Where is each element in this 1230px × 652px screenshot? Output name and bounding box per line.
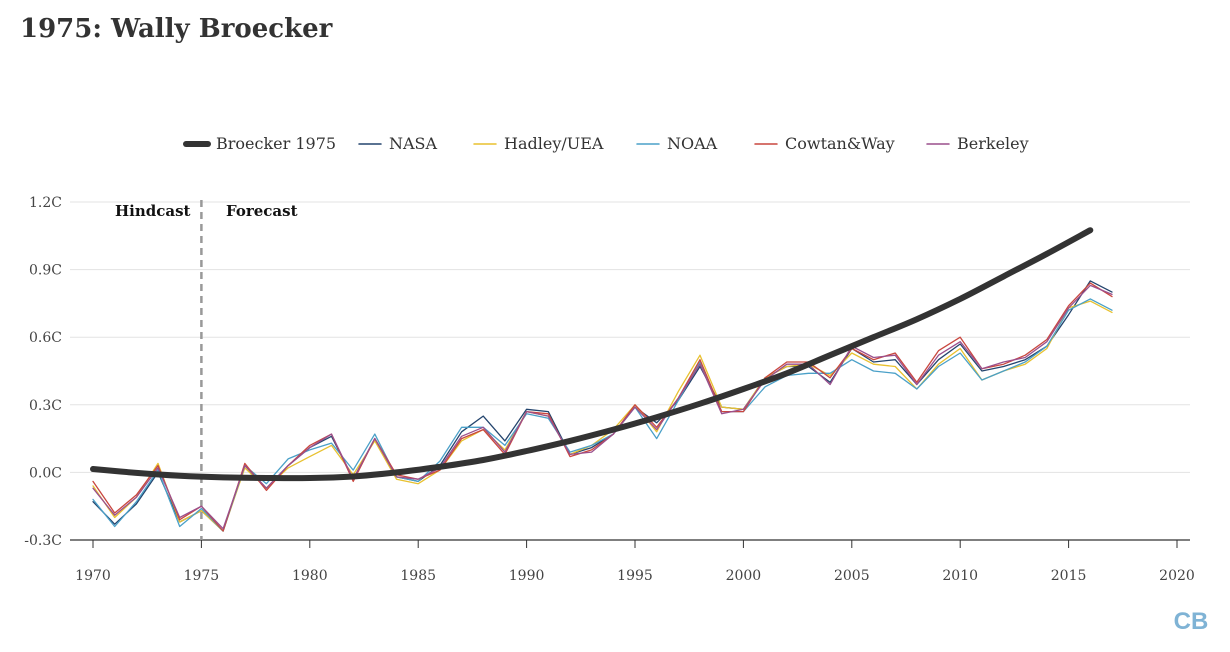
legend-label: Broecker 1975 xyxy=(216,134,336,153)
chart-title: 1975: Wally Broecker xyxy=(20,14,333,44)
x-tick-label: 2005 xyxy=(834,568,870,584)
hindcast-label: Hindcast xyxy=(115,202,191,220)
grid-lines xyxy=(70,201,1190,473)
legend-item: Hadley/UEA xyxy=(473,134,604,153)
x-tick-label: 2020 xyxy=(1159,568,1195,584)
y-tick-label: 0.9C xyxy=(29,263,62,279)
x-tick-label: 1980 xyxy=(292,568,328,584)
forecast-label: Forecast xyxy=(226,202,298,220)
series-line-broecker-1975 xyxy=(90,227,1094,482)
series-line-hadley-uea xyxy=(92,300,1113,532)
axes: -0.3C 0.0C 0.3C 0.6C 0.9C 1.2C 1970 1975 1980 198… xyxy=(24,195,1195,584)
y-tick-label: -0.3C xyxy=(24,533,62,549)
legend-item: Berkeley xyxy=(926,134,1029,153)
x-tick-label: 2010 xyxy=(942,568,978,584)
y-tick-label: 0.0C xyxy=(29,465,62,481)
legend: Broecker 1975 NASA Hadley/UEA NOAA Cowtan&Wa… xyxy=(183,134,1029,153)
legend-item: Cowtan&Way xyxy=(754,134,895,153)
series-line-cowtan-way xyxy=(92,282,1113,532)
legend-label: Cowtan&Way xyxy=(785,134,895,153)
y-tick-label: 0.6C xyxy=(29,330,62,346)
series-line-noaa xyxy=(92,298,1113,532)
series-lines xyxy=(90,227,1113,532)
legend-item: NOAA xyxy=(636,134,718,153)
series-line-nasa xyxy=(92,280,1113,532)
x-tick-label: 1990 xyxy=(509,568,545,584)
svg-text:CB: CB xyxy=(1174,608,1209,635)
annotations: Hindcast Forecast xyxy=(115,200,298,540)
x-tick-label: 1970 xyxy=(75,568,111,584)
x-tick-label: 1985 xyxy=(400,568,436,584)
carbon-brief-logo: CB xyxy=(1173,602,1209,636)
y-tick-label: 0.3C xyxy=(29,398,62,414)
legend-label: Berkeley xyxy=(957,134,1029,153)
y-tick-label: 1.2C xyxy=(29,195,62,211)
legend-label: Hadley/UEA xyxy=(504,134,604,153)
x-tick-label: 1975 xyxy=(184,568,220,584)
legend-item: NASA xyxy=(358,134,438,153)
legend-label: NASA xyxy=(389,134,438,153)
x-tick-label: 2000 xyxy=(726,568,762,584)
x-tick-label: 2015 xyxy=(1051,568,1087,584)
legend-label: NOAA xyxy=(667,134,718,153)
series-line-berkeley xyxy=(92,284,1113,530)
legend-item: Broecker 1975 xyxy=(183,134,336,153)
x-tick-label: 1995 xyxy=(617,568,653,584)
